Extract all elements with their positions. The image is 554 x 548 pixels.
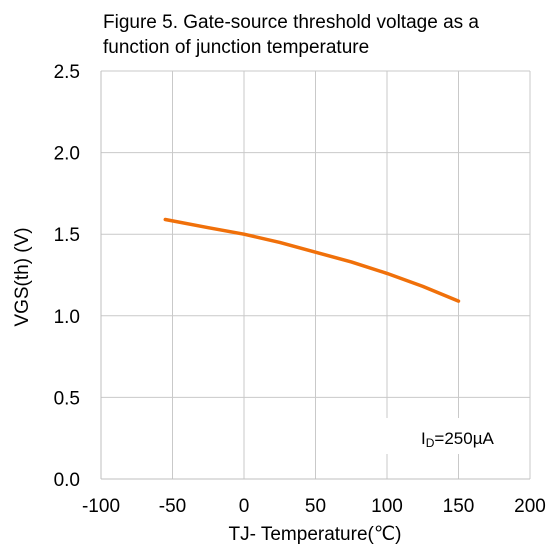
x-tick-label: 150 (443, 496, 475, 517)
x-tick-label: 200 (514, 496, 546, 517)
annotation-subscript: D (426, 436, 435, 450)
x-tick-label: -100 (82, 496, 120, 517)
chart-title-line-1: Figure 5. Gate-source threshold voltage … (103, 12, 479, 33)
id-current-annotation: ID=250µA (421, 429, 494, 450)
y-tick-label: 0.5 (54, 388, 80, 409)
x-tick-label: 100 (371, 496, 403, 517)
y-tick-label: 2.0 (54, 144, 80, 165)
grid-lines (101, 70, 531, 479)
y-axis-label: VGS(th) (V) (12, 227, 33, 326)
y-tick-label: 1.0 (54, 307, 80, 328)
x-tick-label: 0 (239, 496, 250, 517)
chart-title-line-2: function of junction temperature (103, 37, 370, 58)
chart-title: Figure 5. Gate-source threshold voltage … (103, 10, 543, 60)
annotation-rest: =250µA (434, 429, 494, 448)
y-tick-label: 1.5 (54, 225, 80, 246)
x-axis-label: TJ- Temperature(℃) (228, 524, 401, 545)
annotation-main: I (421, 429, 426, 448)
annotation-background (384, 418, 512, 454)
tick-labels: 0.0 0.5 1.0 1.5 2.0 2.5 -100 -50 0 50 100 150 200 (54, 62, 546, 517)
axes (100, 71, 530, 480)
annotation-box: ID=250µA (384, 418, 512, 454)
series-line (163, 217, 461, 303)
y-tick-label: 2.5 (54, 62, 80, 83)
y-tick-label: 0.0 (54, 470, 80, 491)
x-tick-label: -50 (159, 496, 186, 517)
x-tick-label: 50 (305, 496, 326, 517)
data-series (163, 217, 461, 303)
